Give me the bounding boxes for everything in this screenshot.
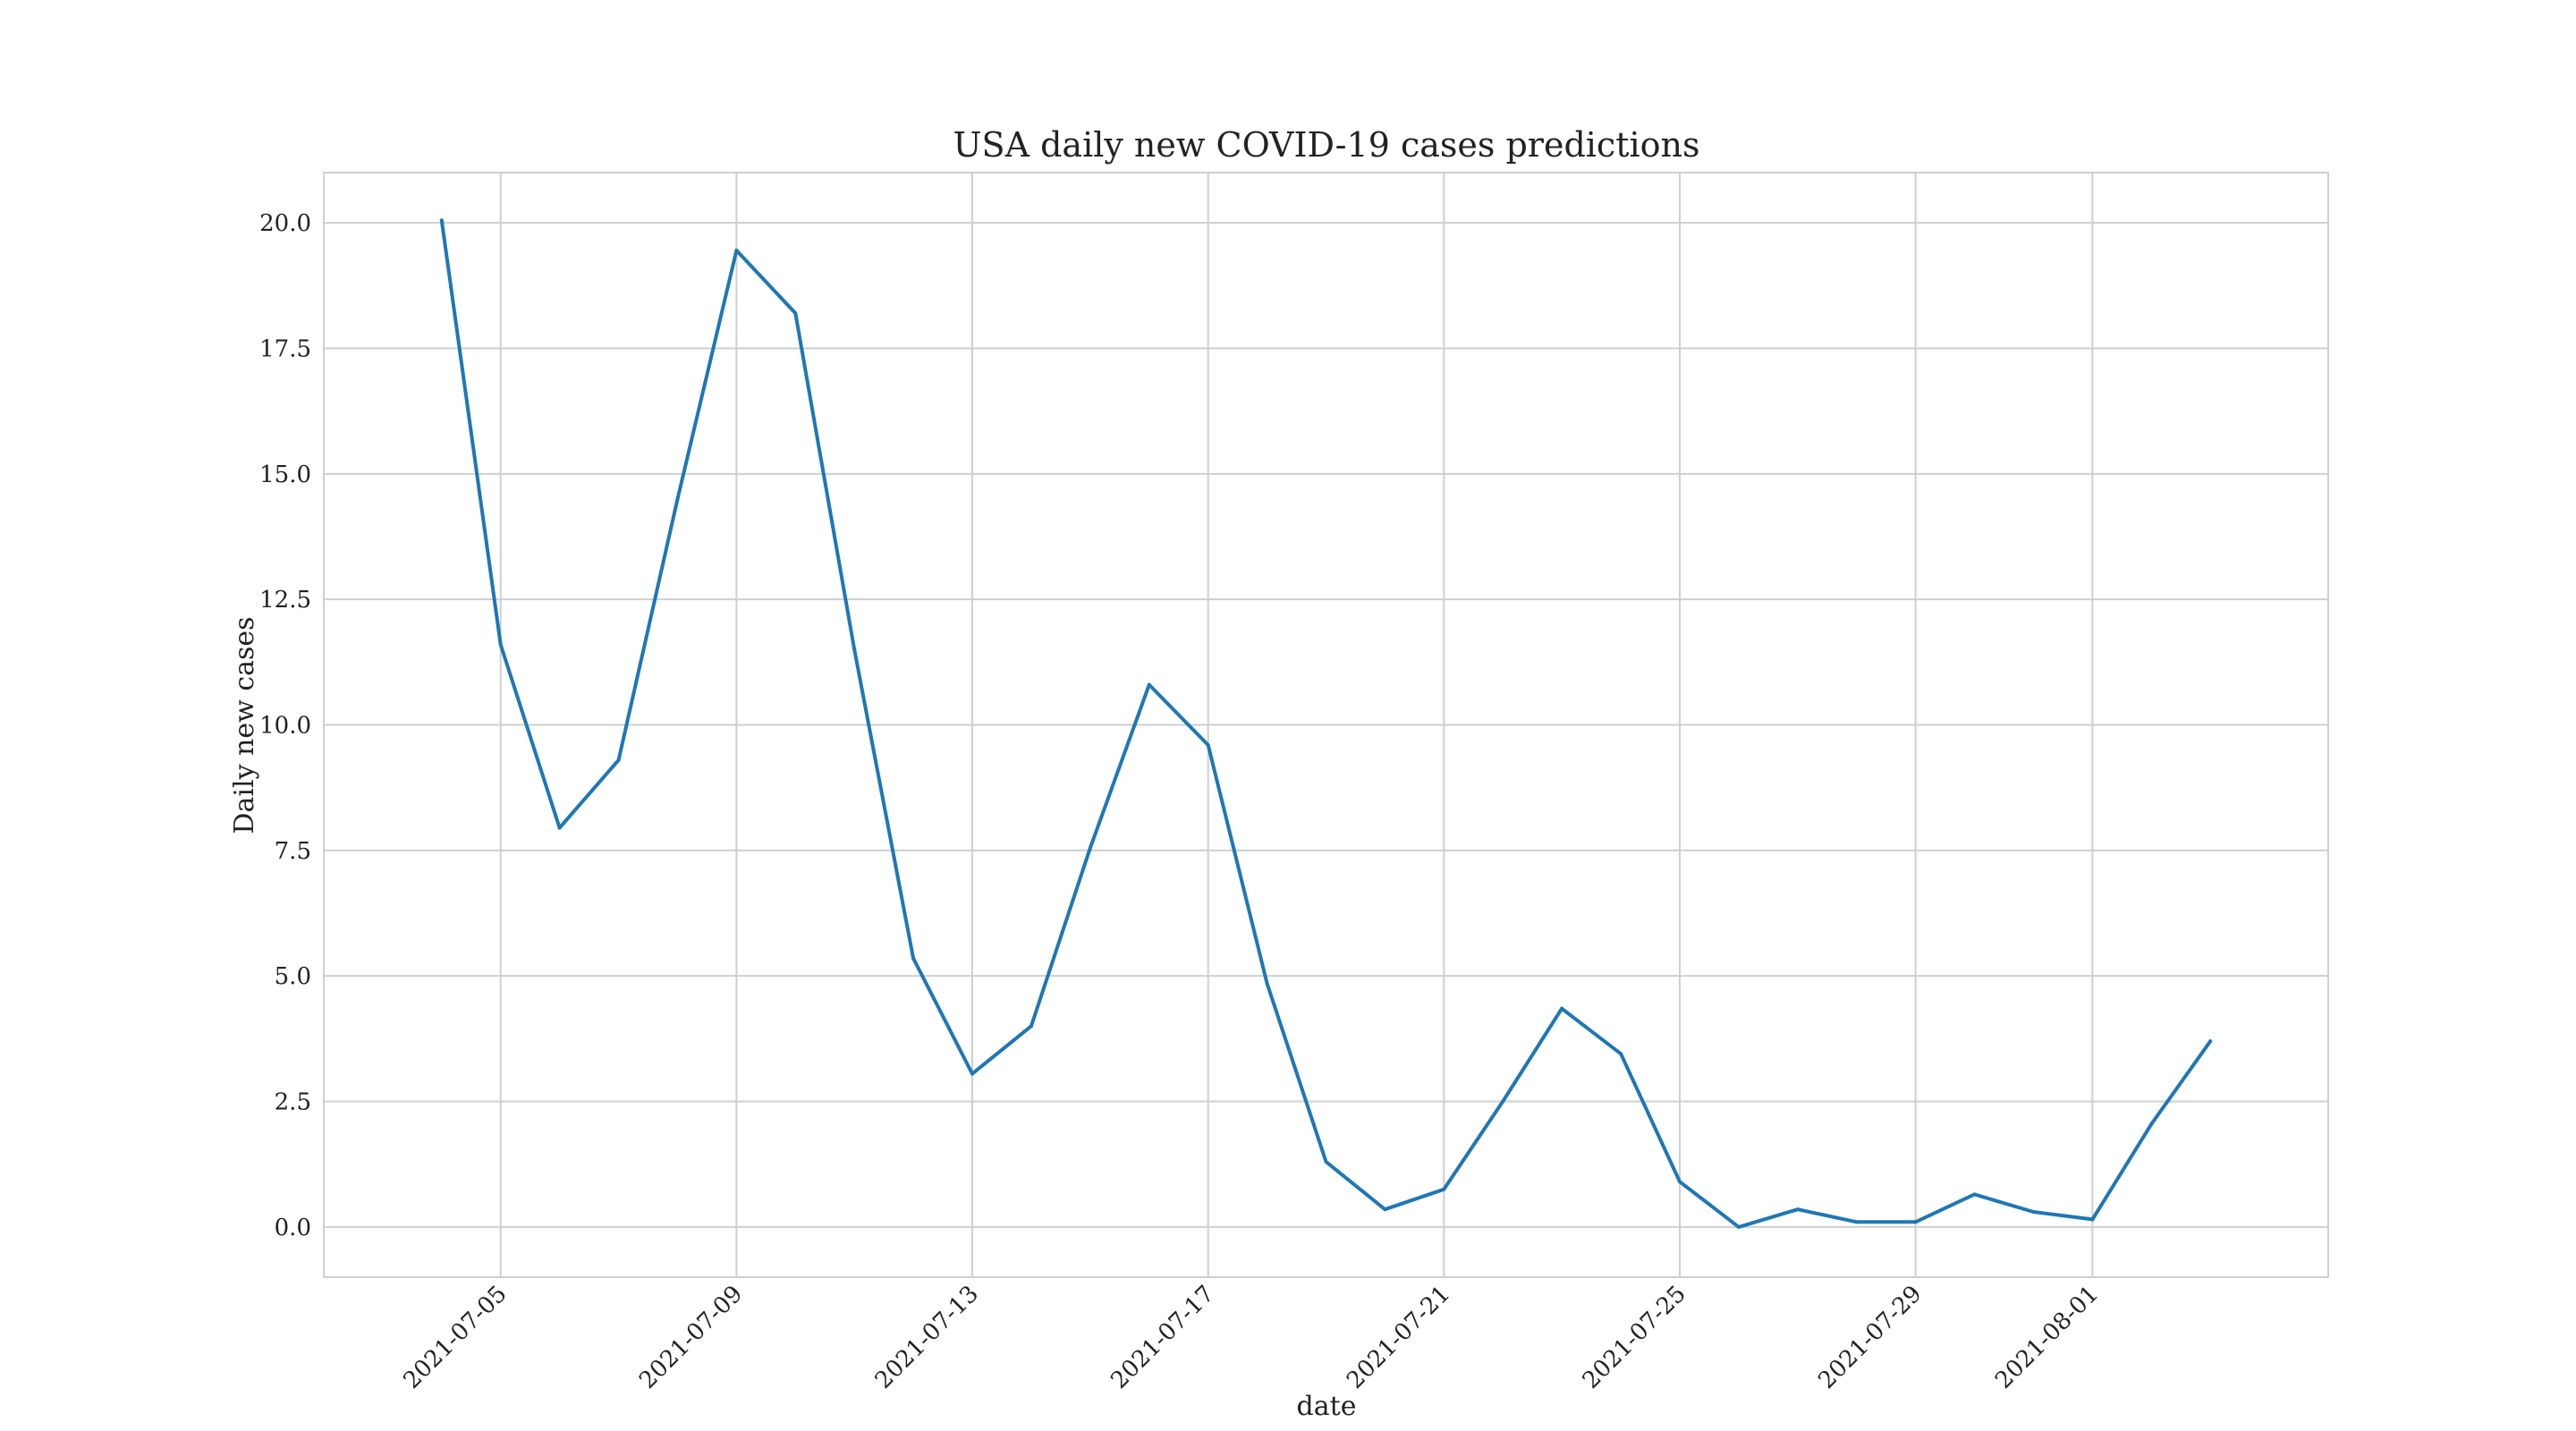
data-point [1442, 1187, 1446, 1191]
data-point [1324, 1159, 1328, 1164]
data-point [1501, 1099, 1505, 1104]
data-point [970, 1071, 975, 1076]
x-tick-label: 2021-07-09 [634, 1281, 748, 1394]
data-point [2090, 1217, 2095, 1222]
data-point [1795, 1207, 1800, 1212]
x-tick-label: 2021-08-01 [1990, 1281, 2104, 1394]
data-point [439, 218, 444, 223]
data-point [911, 956, 916, 961]
x-tick-label: 2021-07-21 [1342, 1281, 1455, 1394]
y-tick-label: 10.0 [259, 713, 311, 740]
y-tick-label: 7.5 [275, 838, 311, 865]
data-point [734, 249, 739, 253]
y-tick-label: 17.5 [259, 335, 311, 362]
y-gridlines [324, 222, 2328, 1228]
data-point [616, 758, 621, 762]
data-point [675, 496, 680, 501]
data-point [1560, 1006, 1564, 1011]
data-point [557, 826, 562, 830]
data-point [793, 311, 798, 316]
y-tick-labels: 0.0 2.5 5.0 7.5 10.0 12.5 15.0 17.5 20.0 [259, 210, 311, 1241]
data-point [1677, 1180, 1682, 1184]
data-point [1206, 742, 1210, 747]
x-tick-label: 2021-07-05 [398, 1281, 512, 1394]
series-line [439, 218, 2213, 1229]
data-point [1088, 846, 1092, 851]
y-tick-label: 2.5 [275, 1089, 311, 1116]
data-point [498, 642, 503, 647]
data-point [2031, 1210, 2036, 1215]
y-tick-label: 12.5 [259, 587, 311, 614]
y-axis-label: Daily new cases [229, 616, 260, 834]
data-point [1383, 1207, 1387, 1212]
x-tick-label: 2021-07-17 [1106, 1281, 1219, 1394]
data-point [2149, 1122, 2154, 1126]
data-point [1972, 1192, 1977, 1197]
y-tick-label: 20.0 [259, 210, 311, 237]
data-point [2208, 1039, 2213, 1044]
y-tick-label: 5.0 [275, 963, 311, 990]
data-point [1854, 1220, 1859, 1224]
data-point [1029, 1024, 1033, 1029]
x-tick-labels: 2021-07-05 2021-07-09 2021-07-13 2021-07-17… [398, 1281, 2104, 1394]
data-point [1619, 1052, 1623, 1056]
x-tick-label: 2021-07-25 [1578, 1281, 1691, 1394]
x-tick-label: 2021-07-13 [870, 1281, 984, 1394]
data-point [852, 648, 857, 652]
y-tick-label: 15.0 [259, 461, 311, 488]
data-point [1913, 1220, 1918, 1224]
chart-title: USA daily new COVID-19 cases predictions [953, 125, 1700, 165]
plot-frame [323, 172, 2329, 1278]
data-point [1736, 1224, 1741, 1229]
x-axis-label: date [1297, 1391, 1357, 1422]
data-point [1265, 981, 1269, 986]
y-tick-label: 0.0 [275, 1215, 311, 1241]
series-layer [439, 218, 2213, 1229]
data-point [1147, 682, 1151, 687]
x-tick-label: 2021-07-29 [1813, 1281, 1927, 1394]
